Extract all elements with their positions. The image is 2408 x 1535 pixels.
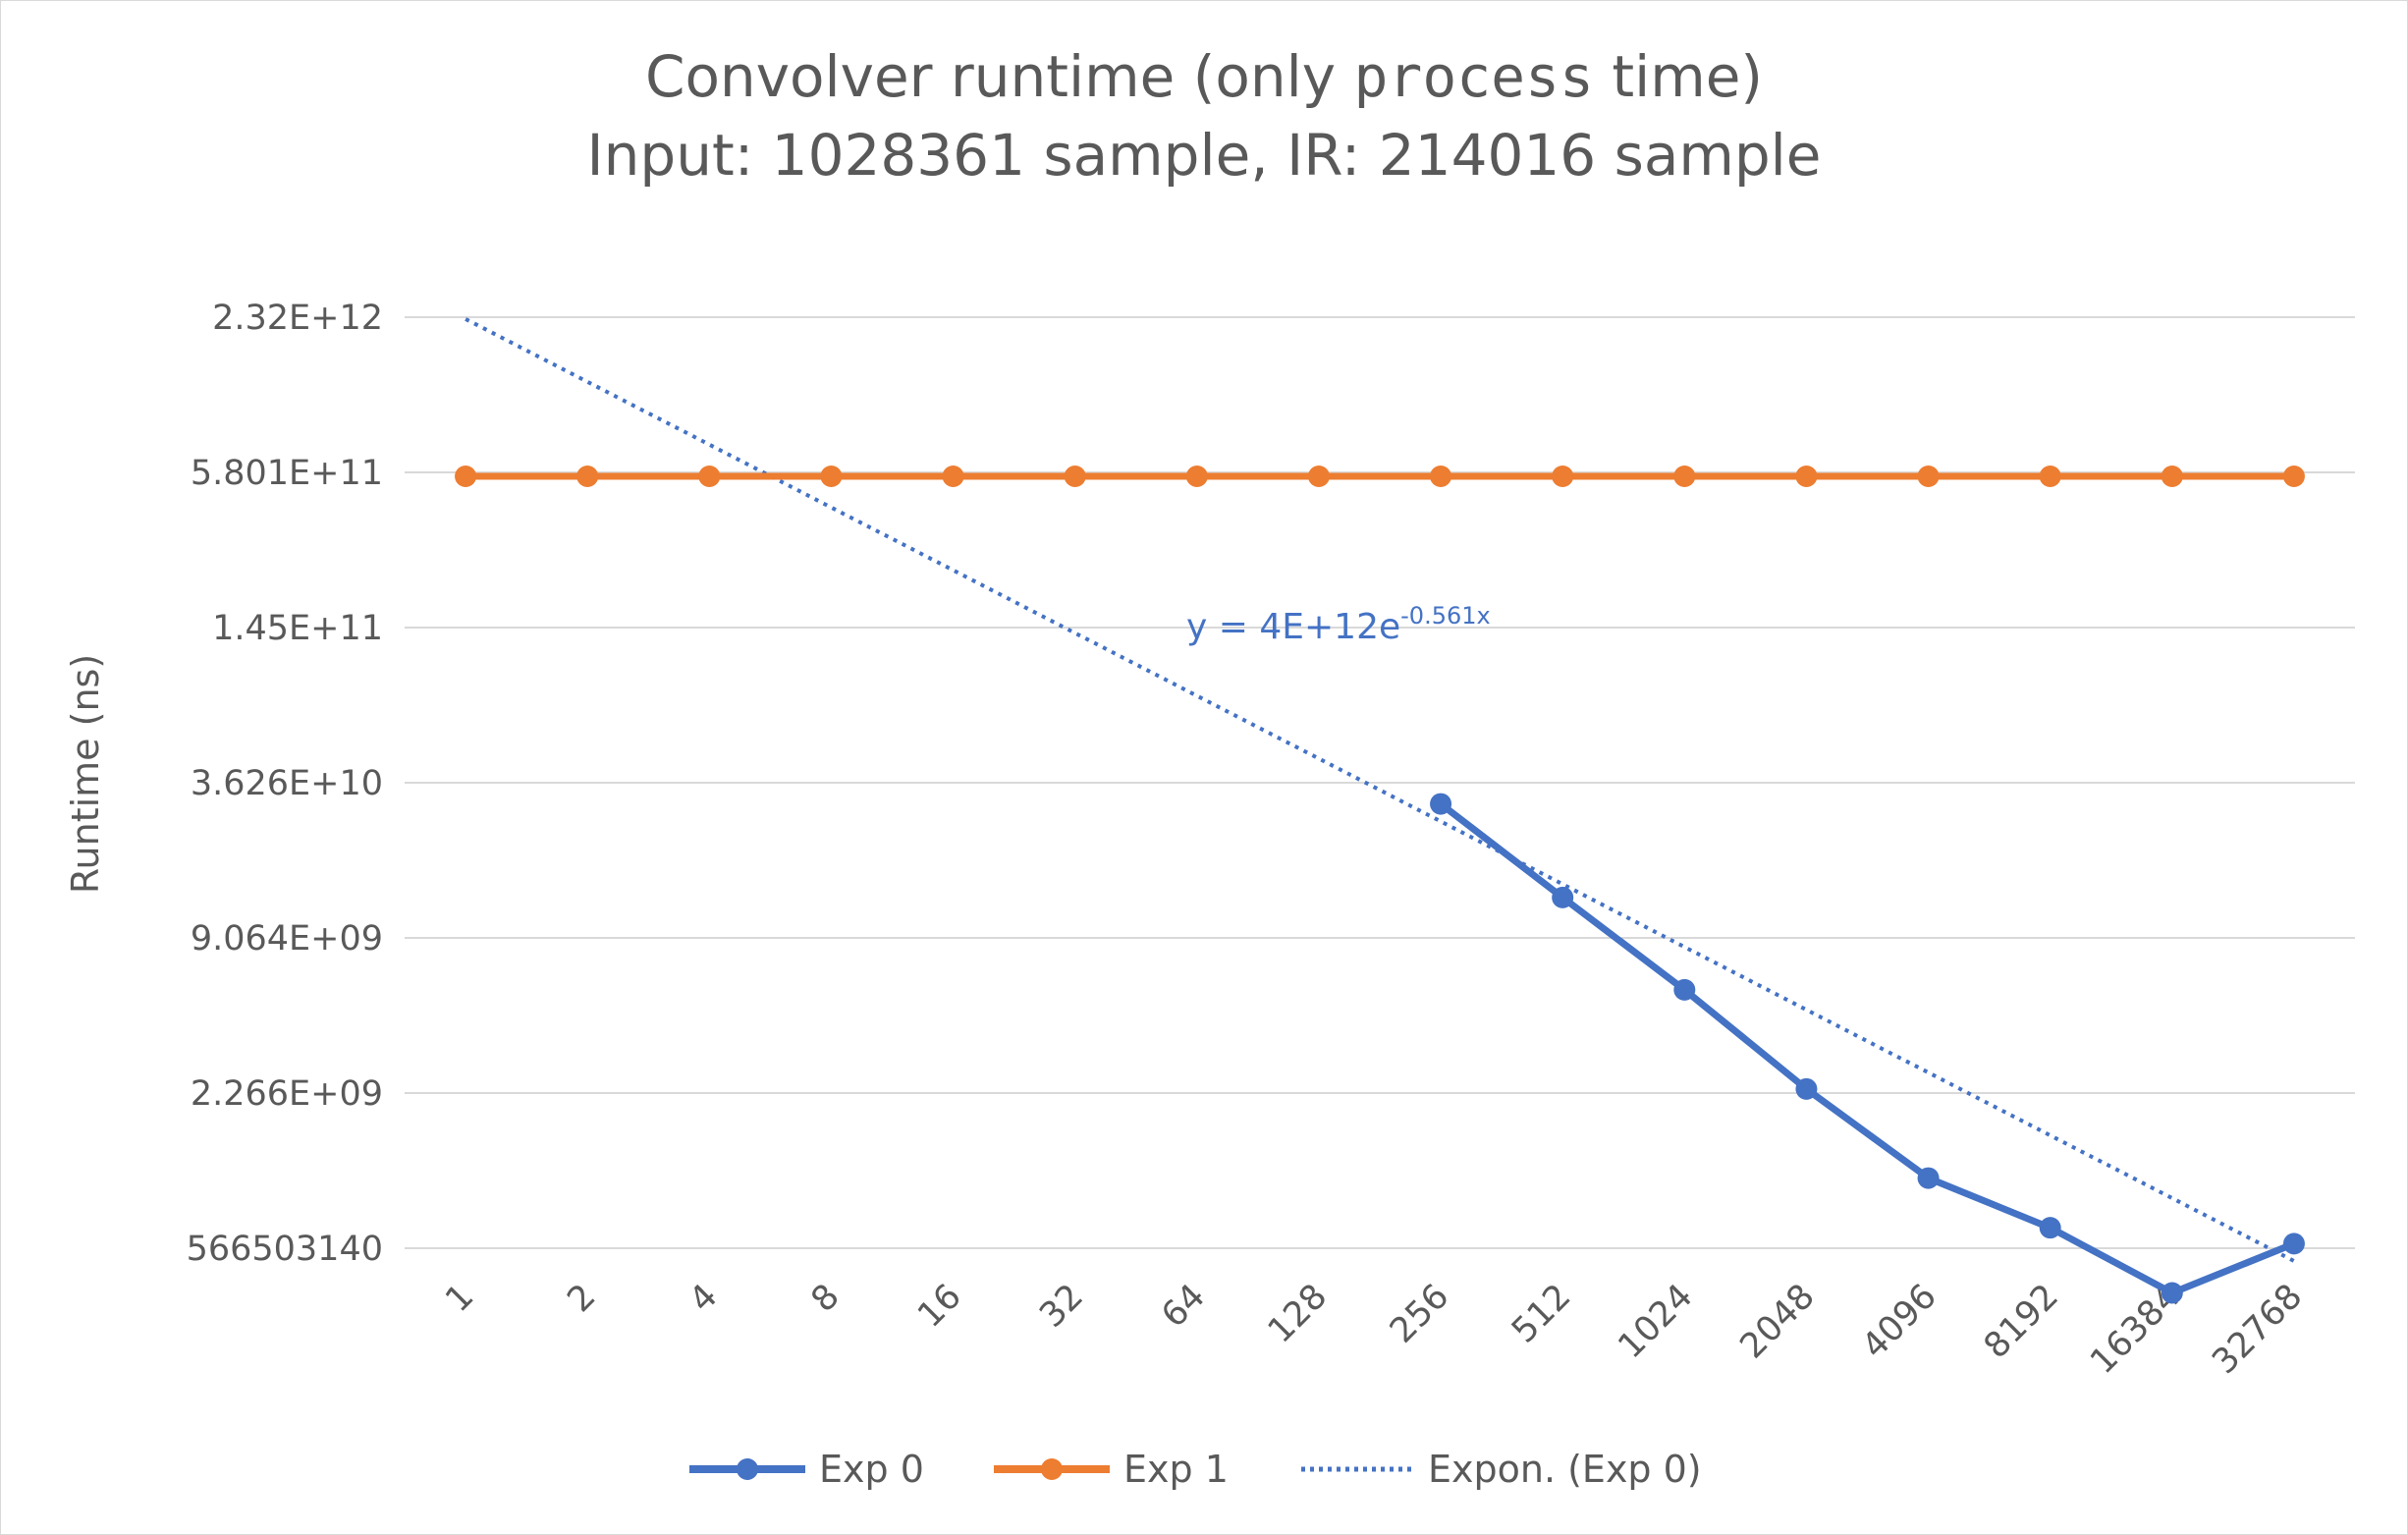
y-tick-label: 3.626E+10: [191, 764, 383, 803]
gridlines: [405, 316, 2355, 1249]
x-tick-label: 4096: [1855, 1277, 1944, 1366]
data-point-exp1: [942, 466, 964, 488]
data-point-exp0: [1673, 978, 1696, 1001]
legend-label-exp1: Exp 1: [1123, 1448, 1229, 1491]
y-tick-label: 5.801E+11: [191, 454, 383, 493]
x-tick-label: 32: [1032, 1277, 1091, 1336]
x-tick-label: 8: [804, 1277, 848, 1320]
data-point-exp0: [1430, 793, 1452, 815]
y-tick-label: 1.45E+11: [212, 609, 383, 648]
data-point-exp1: [2282, 466, 2305, 488]
trendline-equation-exponent: -0.561x: [1400, 602, 1491, 630]
legend-marker-exp1: [1041, 1458, 1063, 1480]
chart-title-line2: Input: 1028361 sample, IR: 214016 sample: [587, 122, 1822, 189]
data-point-exp0: [1552, 886, 1574, 908]
y-tick-label: 2.32E+12: [212, 299, 383, 338]
y-tick-label: 2.266E+09: [191, 1074, 383, 1114]
data-point-exp0: [2161, 1282, 2183, 1304]
data-point-exp1: [576, 466, 599, 488]
data-point-exp0: [1917, 1167, 1940, 1189]
data-point-exp1: [698, 466, 721, 488]
data-point-exp0: [2039, 1217, 2061, 1239]
data-point-exp1: [1307, 466, 1330, 488]
legend-item-trendline: Expon. (Exp 0): [1301, 1448, 1702, 1491]
data-point-exp1: [455, 466, 477, 488]
x-tick-label: 1: [438, 1277, 481, 1320]
legend: Exp 0 Exp 1 Expon. (Exp 0): [689, 1448, 1702, 1491]
legend-label-trendline: Expon. (Exp 0): [1428, 1448, 1702, 1491]
x-tick-label: 256: [1383, 1277, 1457, 1351]
x-axis-ticks: 1 2 4 8 16 32 64 128 256 512 1024 2048 4096 8192 16384…: [438, 1277, 2310, 1382]
x-tick-label: 32768: [2205, 1277, 2310, 1382]
x-tick-label: 16: [910, 1277, 969, 1336]
title-line1-code: process: [1354, 43, 1594, 110]
x-tick-label: 512: [1505, 1277, 1579, 1351]
data-point-exp1: [1795, 466, 1818, 488]
data-point-exp0: [1795, 1077, 1818, 1100]
chart-title-line1: Convolver runtime (only process time): [645, 43, 1763, 110]
legend-item-exp1: Exp 1: [994, 1448, 1229, 1491]
series-line-exp0: [1438, 800, 2296, 1296]
legend-label-exp0: Exp 0: [819, 1448, 924, 1491]
trendline-equation: y = 4E+12e-0.561x: [1186, 602, 1491, 647]
x-tick-label: 2: [561, 1277, 604, 1320]
trendline-equation-base: y = 4E+12e: [1186, 607, 1400, 647]
x-tick-label: 2048: [1733, 1277, 1823, 1366]
data-point-exp1: [1673, 466, 1696, 488]
data-point-exp1: [1430, 466, 1452, 488]
trendline-exp0: [465, 317, 2295, 1263]
y-axis-title: Runtime (ns): [64, 654, 107, 894]
data-point-exp1: [1185, 466, 1208, 488]
trendline-layer: [465, 317, 2295, 1263]
data-point-exp0: [2282, 1233, 2305, 1255]
series-layer: [455, 466, 2305, 1304]
y-tick-label: 566503140: [187, 1230, 383, 1269]
title-line1-a: Convolver runtime (only: [645, 43, 1354, 110]
legend-item-exp0: Exp 0: [689, 1448, 924, 1491]
y-axis-ticks: 2.32E+12 5.801E+11 1.45E+11 3.626E+10 9.064E…: [187, 299, 383, 1269]
data-point-exp1: [2039, 466, 2061, 488]
data-point-exp1: [1552, 466, 1574, 488]
title-line1-b: time): [1594, 43, 1763, 110]
data-point-exp1: [820, 466, 843, 488]
data-point-exp1: [1064, 466, 1086, 488]
x-tick-label: 8192: [1977, 1277, 2066, 1366]
x-tick-label: 4: [683, 1277, 726, 1320]
y-tick-label: 9.064E+09: [191, 919, 383, 959]
x-tick-label: 128: [1261, 1277, 1336, 1351]
legend-marker-exp0: [737, 1458, 758, 1480]
data-point-exp1: [2161, 466, 2183, 488]
x-tick-label: 1024: [1611, 1277, 1700, 1366]
x-tick-label: 64: [1154, 1277, 1213, 1336]
data-point-exp1: [1917, 466, 1940, 488]
